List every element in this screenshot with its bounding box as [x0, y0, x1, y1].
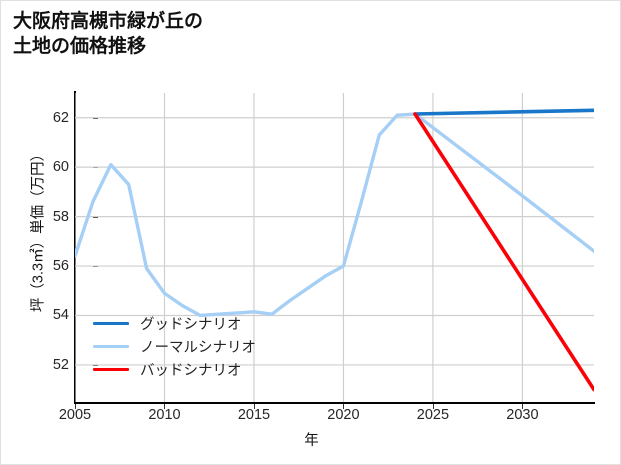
x-tick-label: 2020 [327, 407, 360, 423]
legend-item[interactable]: ノーマルシナリオ [93, 335, 323, 358]
legend-label: グッドシナリオ [140, 317, 242, 333]
series-line [413, 112, 594, 392]
x-tick-label: 2030 [506, 407, 539, 423]
x-tick-mark [164, 404, 166, 409]
chart-legend: グッドシナリオ ノーマルシナリオ バッドシナリオ [93, 312, 323, 381]
x-tick-mark [75, 404, 76, 409]
legend-item[interactable]: バッドシナリオ [93, 358, 323, 381]
legend-label: バッドシナリオ [140, 363, 242, 379]
x-axis-title: 年 [304, 433, 319, 449]
y-tick-label: 56 [52, 258, 69, 275]
x-tick-mark [432, 404, 434, 409]
y-axis-title: 坪（3.3㎡）単価（万円） [30, 146, 47, 313]
x-tick-label: 2015 [237, 407, 271, 423]
y-tick-label: 60 [52, 159, 69, 176]
legend-color-swatch [93, 344, 129, 349]
chart-svg [75, 93, 594, 402]
y-tick-label: 54 [52, 307, 69, 324]
x-tick-label: 2010 [148, 407, 181, 423]
x-tick-mark [253, 404, 255, 409]
chart-title: 大阪府高槻市緑が丘の 土地の価格推移 [13, 11, 204, 58]
legend-color-swatch [93, 321, 129, 326]
x-tick-label: 2025 [416, 407, 450, 423]
x-tick-mark [522, 404, 524, 409]
legend-item[interactable]: グッドシナリオ [93, 312, 323, 335]
y-tick-label: 58 [52, 208, 69, 225]
legend-color-swatch [93, 367, 129, 372]
legend-label: ノーマルシナリオ [140, 340, 256, 356]
series-line [413, 108, 594, 116]
y-axis-tick-labels: 52 54 56 58 60 62 [25, 1, 98, 464]
y-tick-label: 62 [52, 109, 69, 126]
plot-area [75, 93, 594, 402]
series-line [75, 112, 594, 318]
data-series-group [75, 108, 594, 392]
x-tick-mark [343, 404, 345, 409]
y-tick-label: 52 [52, 356, 69, 373]
x-axis-spine [74, 402, 595, 404]
x-tick-label: 2005 [58, 407, 92, 423]
